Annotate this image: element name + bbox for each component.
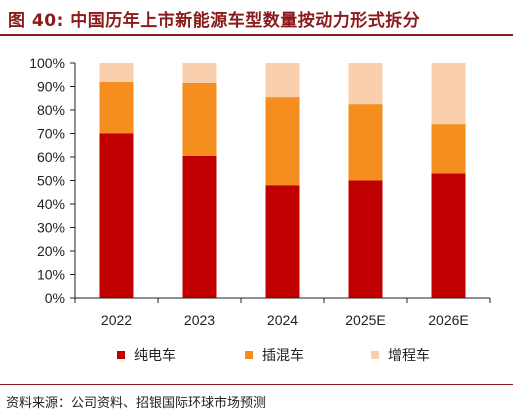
y-tick-label: 70% <box>37 126 65 142</box>
bar-segment-2025e-s3 <box>348 63 383 105</box>
x-tick-label: 2022 <box>101 312 132 328</box>
x-tick-label: 2026E <box>428 312 468 328</box>
bar-segment-2023-s2 <box>182 82 217 156</box>
legend-label: 增程车 <box>388 347 430 364</box>
bar-segment-2023-s1 <box>182 155 217 298</box>
bar-segment-2026e-s3 <box>431 63 466 125</box>
y-tick-label: 100% <box>29 55 65 71</box>
source-divider <box>0 384 513 385</box>
y-tick-label: 30% <box>37 220 65 236</box>
y-tick-label: 80% <box>37 102 65 118</box>
bar-segment-2022-s3 <box>99 63 134 82</box>
y-tick-label: 0% <box>45 290 65 306</box>
x-tick-label: 2024 <box>267 312 298 328</box>
y-tick-label: 90% <box>37 79 65 95</box>
y-tick-label: 20% <box>37 243 65 259</box>
chart-title: 图 40: 中国历年上市新能源车型数量按动力形式拆分 <box>8 11 421 31</box>
legend-label: 纯电车 <box>134 347 176 364</box>
stacked-bar-chart: 0% 10% 20% 30% 40% 50% 60% 70% 80% 90% 100% 2022 20… <box>29 55 491 364</box>
y-tick-label: 10% <box>37 267 65 283</box>
bar-segment-2023-s3 <box>182 63 217 83</box>
y-tick-label: 50% <box>37 173 65 189</box>
bar-segment-2024-s2 <box>265 97 300 186</box>
legend-label: 插混车 <box>262 347 304 364</box>
bar-segment-2024-s1 <box>265 185 300 298</box>
y-tick-label: 40% <box>37 196 65 212</box>
x-tick-label: 2025E <box>345 312 385 328</box>
source-note: 资料来源：公司资料、招银国际环球市场预测 <box>6 396 267 411</box>
bar-segment-2024-s3 <box>265 63 300 98</box>
y-tick-label: 60% <box>37 149 65 165</box>
bar-segment-2022-s1 <box>99 133 134 298</box>
x-tick-label: 2023 <box>184 312 215 328</box>
bar-segment-2022-s2 <box>99 81 134 134</box>
legend-swatch <box>371 351 379 359</box>
title-divider <box>0 34 513 36</box>
bar-segment-2026e-s1 <box>431 173 466 298</box>
bar-segment-2025e-s2 <box>348 104 383 181</box>
legend-swatch <box>245 351 253 359</box>
legend-swatch <box>117 351 125 359</box>
bar-segment-2025e-s1 <box>348 180 383 298</box>
bar-segment-2026e-s2 <box>431 124 466 174</box>
